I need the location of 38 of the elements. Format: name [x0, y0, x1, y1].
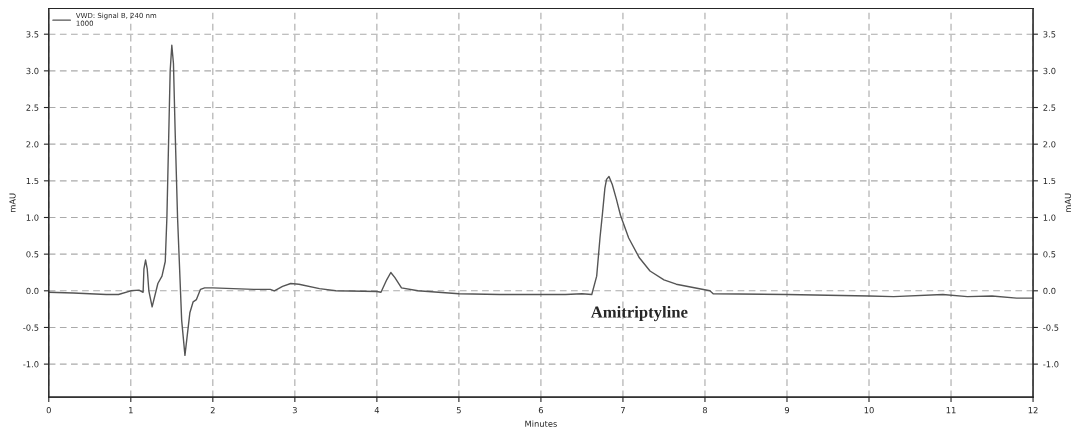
- y2-tick-label: 2.5: [1043, 104, 1056, 111]
- y-axis-title: mAU: [9, 193, 16, 213]
- line-series: [48, 44, 1034, 357]
- x-tick-label: 1: [129, 407, 133, 414]
- y-tick-label: 2.5: [26, 104, 39, 111]
- y2-tick-label: 3.0: [1043, 67, 1056, 75]
- x-tick-label: 5: [456, 407, 461, 414]
- y-tick-label: 0.5: [26, 251, 39, 258]
- y-tick-label: 3.0: [26, 67, 39, 75]
- x-tick-label: 3: [292, 406, 297, 414]
- y-tick-label: -0.5: [23, 324, 39, 331]
- x-tick-label: 10: [864, 406, 874, 414]
- x-tick-label: 0: [46, 406, 51, 414]
- y-tick-label: -1.0: [23, 361, 39, 368]
- y-tick-label: 0.0: [26, 287, 39, 295]
- y2-axis-title: mAU: [1064, 193, 1072, 213]
- y2-tick-label: 0.5: [1043, 251, 1056, 258]
- x-axis-title: Minutes: [525, 420, 557, 427]
- x-tick-label: 7: [620, 407, 625, 414]
- y2-tick-label: 3.5: [1043, 31, 1056, 38]
- y2-tick-label: 0.0: [1043, 287, 1056, 295]
- x-tick-label: 4: [374, 407, 380, 414]
- y2-tick-label: -1.0: [1043, 361, 1059, 368]
- y-tick-label: 1.0: [26, 214, 39, 221]
- x-tick-label: 12: [1028, 406, 1038, 414]
- y2-tick-label: 2.0: [1043, 141, 1056, 148]
- x-tick-label: 8: [702, 406, 708, 414]
- annotation: Amitriptyline: [590, 305, 688, 322]
- y-tick-label: 3.5: [26, 31, 39, 38]
- x-tick-label: 6: [538, 406, 544, 414]
- x-tick-label: 2: [210, 406, 215, 414]
- x-tick-label: 9: [784, 406, 790, 414]
- x-tick-label: 11: [946, 407, 956, 414]
- y2-tick-label: -0.5: [1043, 324, 1059, 331]
- y2-tick-label: 1.0: [1043, 214, 1056, 221]
- y-tick-label: 2.0: [26, 141, 39, 148]
- y-tick-label: 1.5: [26, 177, 39, 185]
- y2-tick-label: 1.5: [1043, 177, 1056, 185]
